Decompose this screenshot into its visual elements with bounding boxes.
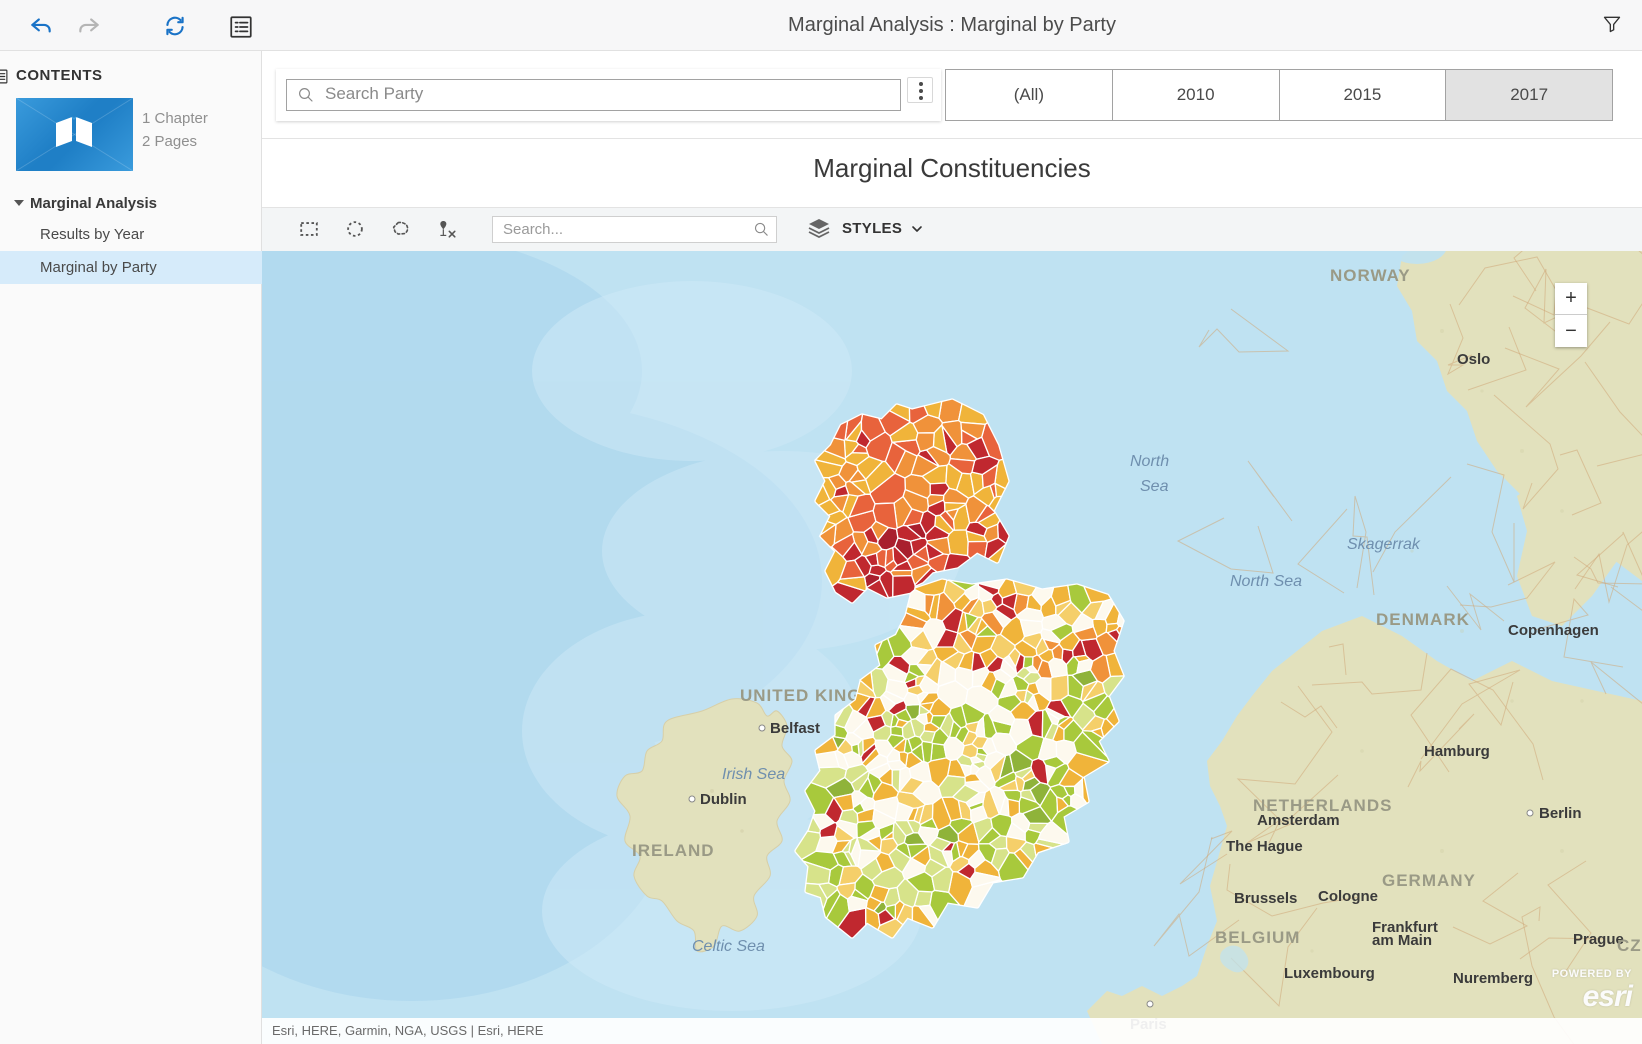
svg-text:Celtic Sea: Celtic Sea (692, 938, 765, 955)
svg-text:Amsterdam: Amsterdam (1257, 812, 1340, 829)
svg-text:Sea: Sea (1140, 478, 1169, 495)
svg-text:Luxembourg: Luxembourg (1284, 965, 1375, 982)
svg-text:Copenhagen: Copenhagen (1508, 622, 1599, 639)
svg-text:North Sea: North Sea (1230, 573, 1302, 590)
svg-text:Dublin: Dublin (700, 791, 747, 808)
svg-text:BELGIUM: BELGIUM (1215, 928, 1300, 947)
svg-text:am Main: am Main (1372, 932, 1432, 949)
svg-text:Brussels: Brussels (1234, 890, 1297, 907)
svg-text:Nuremberg: Nuremberg (1453, 970, 1533, 987)
svg-text:Skagerrak: Skagerrak (1347, 536, 1421, 553)
svg-text:NORWAY: NORWAY (1330, 266, 1411, 285)
svg-text:Belfast: Belfast (770, 720, 820, 737)
svg-text:Cologne: Cologne (1318, 888, 1378, 905)
svg-text:Berlin: Berlin (1539, 805, 1582, 822)
svg-text:Irish Sea: Irish Sea (722, 766, 785, 783)
svg-text:Hamburg: Hamburg (1424, 743, 1490, 760)
svg-text:CZECH: CZECH (1617, 936, 1642, 955)
svg-text:Oslo: Oslo (1457, 351, 1490, 368)
svg-text:The Hague: The Hague (1226, 838, 1303, 855)
svg-text:DENMARK: DENMARK (1376, 610, 1470, 629)
svg-text:GERMANY: GERMANY (1382, 871, 1476, 890)
svg-text:North: North (1130, 453, 1169, 470)
svg-text:IRELAND: IRELAND (632, 841, 715, 860)
